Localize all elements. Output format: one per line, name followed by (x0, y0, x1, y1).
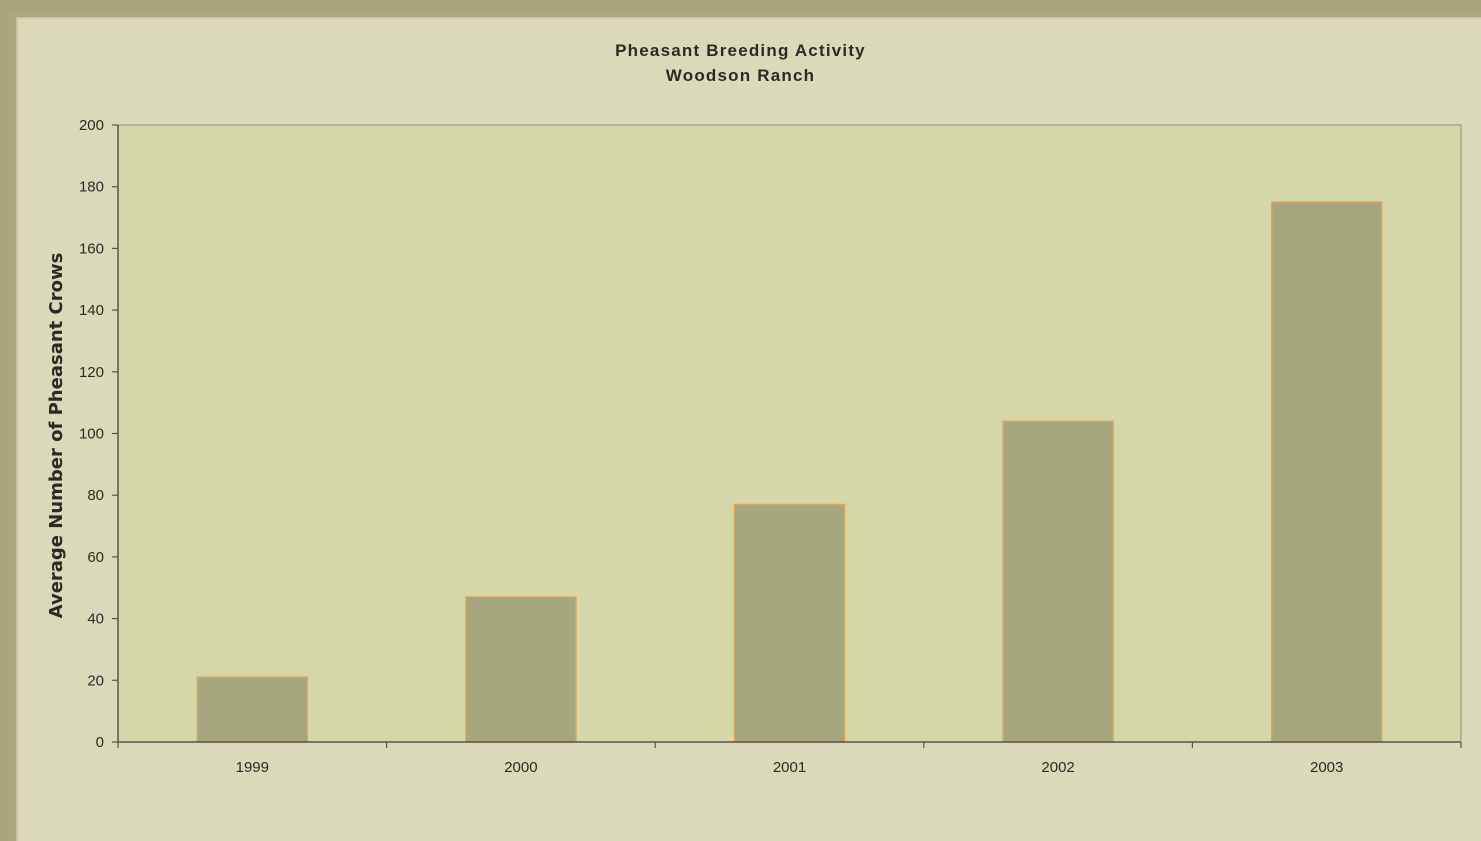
y-tick-label: 140 (79, 302, 104, 319)
chart-title-block: Pheasant Breeding Activity Woodson Ranch (0, 38, 1481, 88)
y-tick-label: 120 (79, 364, 104, 381)
x-tick-label: 2000 (504, 759, 537, 776)
x-tick-label: 2003 (1310, 759, 1343, 776)
y-tick-label: 40 (87, 611, 104, 628)
y-ticks-group: 0 20 40 60 80 100 120 140 160 180 200 (79, 117, 118, 751)
x-tick-label: 2001 (773, 759, 806, 776)
bar-2000 (465, 596, 577, 743)
y-axis-title: Average Number of Pheasant Crows (46, 253, 67, 619)
bar-1999 (196, 676, 309, 743)
bar-2002 (1002, 420, 1114, 743)
x-tick-label: 2002 (1041, 759, 1074, 776)
y-tick-label: 200 (79, 117, 104, 134)
bar-2003 (1270, 201, 1383, 743)
y-tick-label: 100 (79, 426, 104, 443)
bars-group (196, 201, 1383, 743)
x-tick-label: 1999 (236, 759, 269, 776)
x-ticks-group: 1999 2000 2001 2002 2003 (117, 742, 1462, 776)
chart-title: Pheasant Breeding Activity (615, 41, 866, 60)
y-tick-label: 0 (96, 734, 104, 751)
y-tick-label: 80 (87, 487, 104, 504)
chart-subtitle: Woodson Ranch (665, 66, 816, 85)
y-tick-label: 180 (79, 179, 104, 196)
y-tick-label: 20 (87, 672, 104, 689)
y-tick-label: 60 (87, 549, 104, 566)
bar-2001 (733, 503, 846, 743)
y-tick-label: 160 (79, 240, 104, 257)
